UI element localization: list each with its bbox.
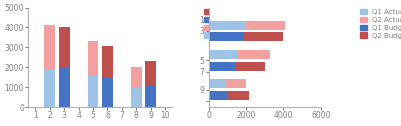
Legend: Q1 Actual, Q2 Actual, Q1 Budget, Q2 Budget: Q1 Actual, Q2 Actual, Q1 Budget, Q2 Budg… <box>360 9 401 39</box>
Bar <box>45 25 55 69</box>
Bar <box>228 91 249 100</box>
Bar <box>209 62 236 71</box>
Bar <box>236 62 265 71</box>
Bar <box>102 78 113 107</box>
Bar <box>209 79 226 88</box>
Bar <box>131 88 142 107</box>
Bar <box>209 32 244 41</box>
Bar <box>88 76 99 107</box>
Bar <box>209 50 237 59</box>
Bar <box>244 32 284 41</box>
Bar <box>131 67 142 88</box>
Bar <box>146 61 156 85</box>
Bar <box>209 21 246 29</box>
Bar <box>246 21 285 29</box>
Bar <box>226 79 246 88</box>
Bar <box>102 46 113 78</box>
Bar <box>88 41 99 76</box>
Bar <box>237 50 270 59</box>
Legend: Q2 Budget, Q1 Budget, Q2 Actual, Q1 Actual: Q2 Budget, Q1 Budget, Q2 Actual, Q1 Actu… <box>204 9 253 39</box>
Bar <box>45 69 55 107</box>
Bar <box>59 67 70 107</box>
Bar <box>209 91 228 100</box>
Bar <box>146 85 156 107</box>
Bar <box>59 27 70 67</box>
